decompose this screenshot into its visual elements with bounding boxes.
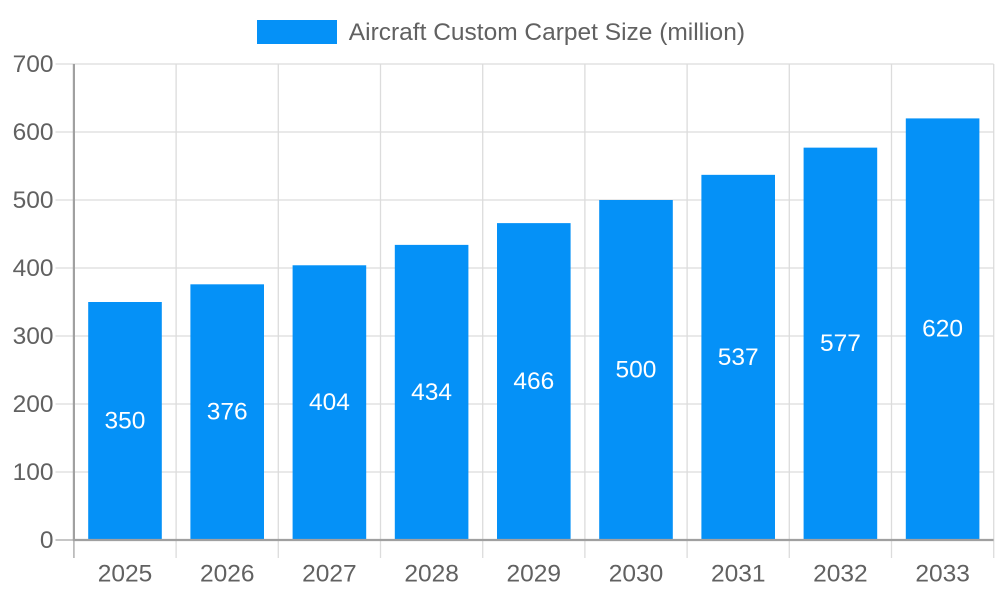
svg-text:700: 700 [13, 51, 54, 78]
svg-text:0: 0 [40, 527, 54, 554]
svg-text:577: 577 [820, 330, 861, 357]
svg-text:404: 404 [309, 389, 350, 416]
svg-text:Aircraft Custom Carpet Size (m: Aircraft Custom Carpet Size (million) [349, 19, 745, 46]
svg-text:200: 200 [13, 391, 54, 418]
svg-text:2032: 2032 [813, 561, 868, 588]
svg-text:466: 466 [513, 368, 554, 395]
svg-text:2030: 2030 [609, 561, 664, 588]
svg-text:620: 620 [922, 316, 963, 343]
svg-text:500: 500 [616, 356, 657, 383]
svg-text:100: 100 [13, 459, 54, 486]
svg-text:2027: 2027 [302, 561, 357, 588]
svg-text:537: 537 [718, 344, 759, 371]
svg-text:600: 600 [13, 119, 54, 146]
svg-text:2031: 2031 [711, 561, 766, 588]
svg-text:434: 434 [411, 379, 452, 406]
svg-text:2028: 2028 [404, 561, 459, 588]
svg-text:400: 400 [13, 255, 54, 282]
svg-text:376: 376 [207, 399, 248, 426]
svg-text:300: 300 [13, 323, 54, 350]
svg-text:2026: 2026 [200, 561, 255, 588]
svg-text:500: 500 [13, 187, 54, 214]
svg-text:350: 350 [105, 407, 146, 434]
svg-text:2033: 2033 [915, 561, 970, 588]
svg-text:2029: 2029 [507, 561, 562, 588]
svg-text:2025: 2025 [98, 561, 153, 588]
